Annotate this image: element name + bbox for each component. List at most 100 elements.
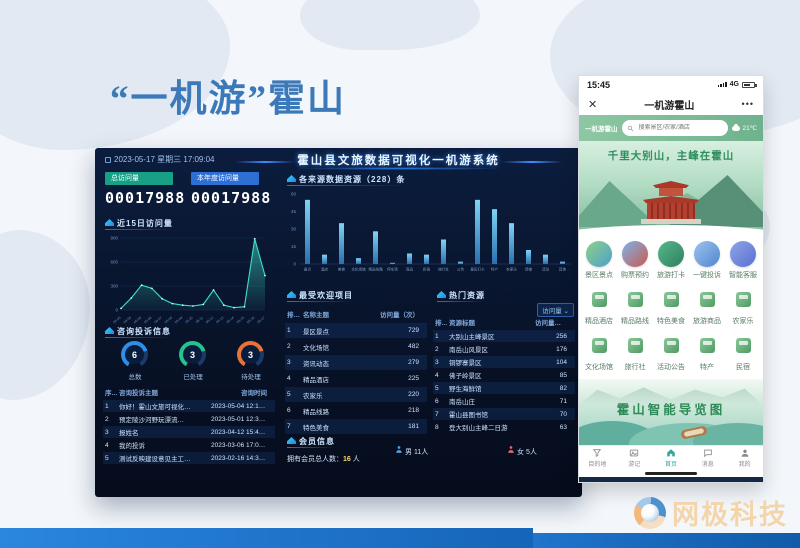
table-row[interactable]: 2 文化场馆 482	[285, 339, 427, 354]
table-row[interactable]: 2 南岳山风景区 176	[433, 343, 575, 355]
tab-5[interactable]: 我的	[726, 448, 763, 468]
male-icon	[396, 446, 402, 453]
gauge-ring: 3	[179, 341, 206, 368]
search-icon	[627, 125, 633, 131]
close-icon[interactable]: ✕	[588, 98, 598, 111]
tab-1[interactable]: 目的地	[579, 448, 616, 468]
grid-item-15[interactable]: 民宿	[725, 333, 761, 372]
table-row[interactable]: 7 特色美食 181	[285, 419, 427, 434]
gauge-label: 已处理	[183, 374, 203, 381]
cell: 文化场馆	[303, 344, 329, 352]
sort-dropdown[interactable]: 访问量 ⌄	[537, 303, 574, 317]
grid-item-4[interactable]: 一键投诉	[689, 241, 725, 280]
cell: 我的投诉	[119, 443, 145, 450]
table-row[interactable]: 4 精品酒店 225	[285, 371, 427, 386]
table-row[interactable]: 8 登大别山主峰二日游 63	[433, 421, 575, 433]
cell: 2	[105, 415, 109, 423]
cell: 1	[287, 327, 291, 334]
cell: 报姓名	[119, 430, 139, 437]
cell: 排行	[435, 320, 447, 327]
banner-slogan: 千里大别山，主峰在霍山	[607, 151, 735, 162]
table-header: 序号 咨询投诉主题 咨询时间	[103, 386, 275, 398]
gauge-wrap: 6 总数	[113, 341, 157, 383]
cell: 野生海鲜馆	[449, 386, 482, 393]
tab-2[interactable]: 游记	[616, 448, 653, 468]
stat-value: 00017988	[191, 189, 272, 207]
female-count: 女 5人	[517, 449, 537, 456]
table-row[interactable]: 4 佛子岭景区 85	[433, 369, 575, 381]
grid-item-6[interactable]: 精品酒店	[581, 287, 617, 326]
grid-item-7[interactable]: 精品路线	[617, 287, 653, 326]
cell: 资讯动态	[303, 360, 329, 368]
search-header: 一机游霍山 21℃	[579, 115, 763, 141]
table-row[interactable]: 3 资讯动态 279	[285, 355, 427, 370]
tab-3[interactable]: 首页	[653, 448, 690, 468]
app-title: 一机游霍山	[644, 100, 695, 112]
table-row[interactable]: 4 我的投诉 2023-03-06 17:05:34	[103, 439, 275, 451]
grid-item-13[interactable]: 活动公告	[653, 333, 689, 372]
feature-label: 活动公告	[657, 364, 685, 371]
stat-cards: 总访问量 00017988 本年度访问量 00017988	[105, 172, 273, 208]
feature-label: 精品路线	[621, 318, 649, 325]
cell: 85	[559, 371, 567, 379]
grid-item-2[interactable]: 购票预约	[617, 241, 653, 280]
feature-icon	[658, 241, 684, 267]
datetime-text: 2023-05-17 星期三 17:09:04	[114, 155, 215, 164]
table-row[interactable]: 5 测试反映建设意见主工… 2023-02-16 14:30:21	[103, 452, 275, 464]
table-row[interactable]: 3 报姓名 2023-04-12 15:45:53	[103, 426, 275, 438]
cell: 排行	[287, 311, 300, 319]
table-row[interactable]: 1 大别山主峰景区 256	[433, 330, 575, 342]
grid-item-12[interactable]: 旅行社	[617, 333, 653, 372]
grid-item-11[interactable]: 文化场馆	[581, 333, 617, 372]
cell: 5	[287, 391, 291, 398]
search-input-wrapper[interactable]	[621, 120, 729, 136]
cell: 2023-05-01 12:38:11	[211, 415, 269, 423]
feature-label: 特色美食	[657, 318, 685, 325]
grid-item-5[interactable]: 智能客服	[725, 241, 761, 280]
cell: 农家乐	[303, 392, 323, 400]
table-row[interactable]: 5 农家乐 220	[285, 387, 427, 402]
table-row[interactable]: 6 精品线路 218	[285, 403, 427, 418]
svg-text:景点: 景点	[304, 267, 312, 272]
grid-item-10[interactable]: 农家乐	[725, 287, 761, 326]
status-bar: 15:45 4G	[579, 76, 763, 93]
guide-map[interactable]: 霍山智能导览图	[579, 379, 763, 445]
phone-bottom-strip	[579, 477, 763, 482]
cell: 预定陵沙河野玩漂流…	[119, 417, 184, 424]
feature-icon	[586, 241, 612, 267]
grid-item-1[interactable]: 景区景点	[581, 241, 617, 280]
cell: 225	[408, 375, 419, 382]
grid-item-3[interactable]: 旅游打卡	[653, 241, 689, 280]
table-row[interactable]: 1 你好！霍山文旅可视化… 2023-05-04 12:10:22	[103, 400, 275, 412]
hero-banner[interactable]: 千里大别山，主峰在霍山	[579, 141, 763, 237]
grid-item-8[interactable]: 特色美食	[653, 287, 689, 326]
svg-text:美食: 美食	[338, 267, 346, 272]
cell: 特色美食	[303, 424, 329, 432]
svg-text:05-08: 05-08	[164, 316, 173, 325]
feature-icon	[622, 241, 648, 267]
tab-4[interactable]: 消息	[689, 448, 726, 468]
cell: 你好！霍山文旅可视化…	[119, 404, 191, 411]
feature-label: 一键投诉	[693, 272, 721, 279]
table-header: 排行 名称主题 访问量（次）	[285, 306, 427, 321]
mobile-app-screenshot: 15:45 4G ✕ 一机游霍山 ••• 一机游霍山 21℃	[578, 75, 764, 483]
gauge-ring: 3	[237, 341, 264, 368]
more-icon[interactable]: •••	[741, 99, 754, 109]
table-row[interactable]: 5 野生海鲜馆 82	[433, 382, 575, 394]
complaint-gauges: 6 总数 3 已处理 3 待处理	[105, 341, 273, 383]
dashboard-title: 霍山县文旅数据可视化一机游系统	[297, 155, 500, 167]
grid-item-9[interactable]: 旅游商品	[689, 287, 725, 326]
grid-item-14[interactable]: 特产	[689, 333, 725, 372]
search-input[interactable]	[636, 124, 724, 132]
table-row[interactable]: 6 南岳山庄 71	[433, 395, 575, 407]
popular-section-title: 最受欢迎项目	[287, 290, 353, 302]
table-row[interactable]: 7 霍山县图书馆 70	[433, 408, 575, 420]
vendor-watermark: 网极科技	[634, 493, 788, 532]
table-row[interactable]: 1 景区景点 729	[285, 323, 427, 338]
table-row[interactable]: 3 铜锣寨景区 104	[433, 356, 575, 368]
cell: 6	[287, 407, 291, 414]
table-row[interactable]: 2 预定陵沙河野玩漂流… 2023-05-01 12:38:11	[103, 413, 275, 425]
feature-icon	[735, 338, 751, 353]
cell: 8	[435, 423, 439, 431]
cell: 3	[435, 358, 439, 366]
